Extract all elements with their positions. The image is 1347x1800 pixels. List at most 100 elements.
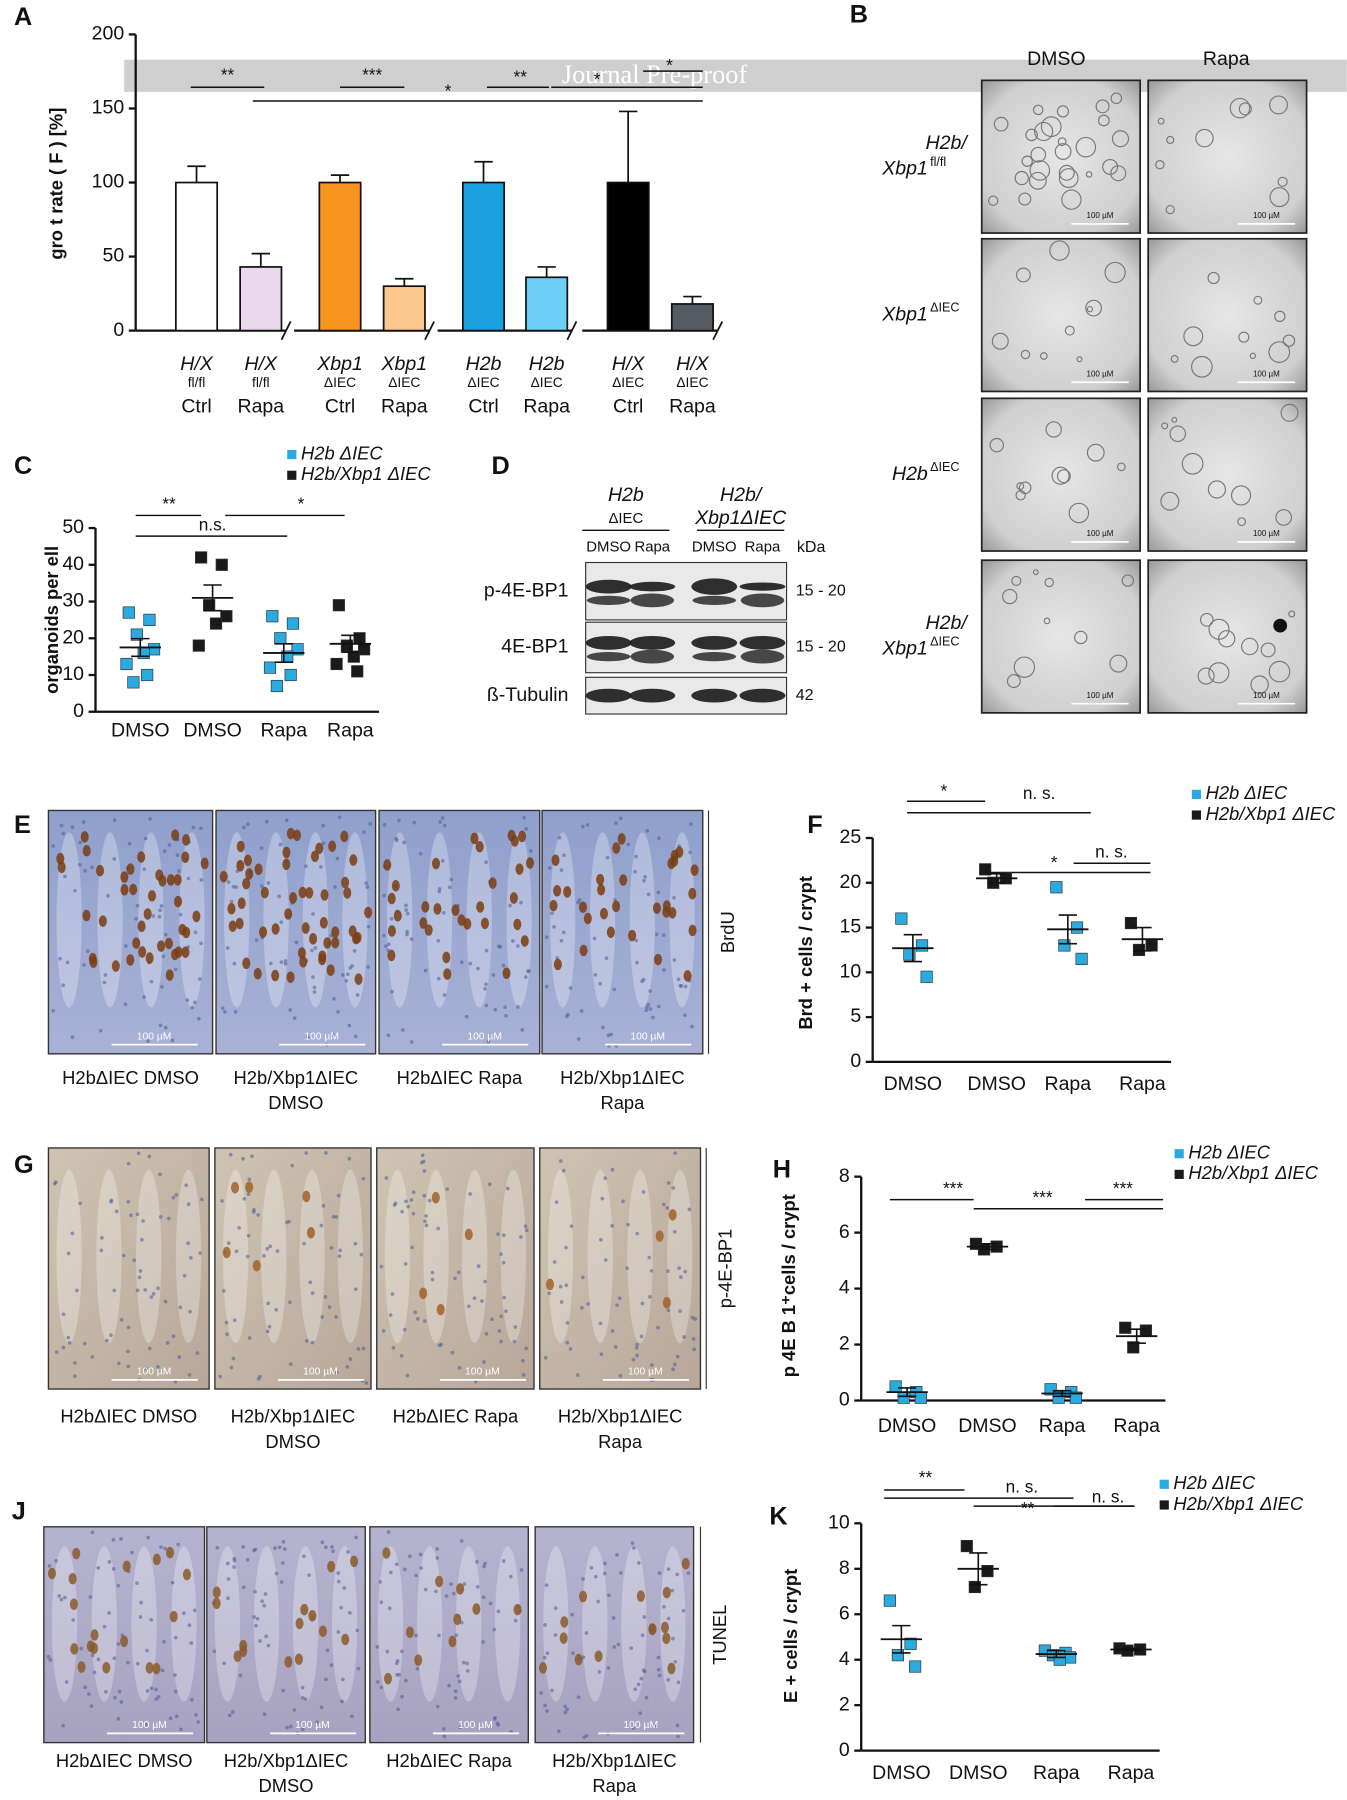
stained-cell: [239, 1645, 248, 1657]
stained-cell: [662, 1632, 671, 1645]
nucleus: [644, 1008, 649, 1013]
nucleus: [147, 1346, 152, 1351]
nucleus: [90, 865, 94, 870]
y-tick-label: 6: [839, 1221, 850, 1243]
nucleus: [691, 1337, 696, 1341]
nucleus: [158, 1023, 163, 1028]
nucleus: [331, 1214, 336, 1219]
nucleus: [336, 1579, 341, 1584]
stained-cell: [414, 1654, 423, 1666]
nucleus: [422, 1319, 427, 1323]
nucleus: [491, 973, 496, 977]
nucleus: [682, 1335, 686, 1339]
stained-cell: [343, 887, 352, 899]
data-point: [1050, 881, 1063, 894]
stained-cell: [90, 1629, 99, 1641]
nucleus: [48, 1658, 53, 1662]
stained-cell: [242, 877, 251, 890]
stained-cell: [282, 846, 291, 859]
stained-cell: [80, 831, 89, 843]
crypt: [51, 1546, 78, 1702]
y-tick-label: 10: [839, 960, 861, 982]
organoid: [1199, 612, 1214, 627]
data-point: [1044, 1383, 1057, 1396]
nucleus: [496, 1232, 500, 1237]
nucleus: [435, 1704, 440, 1709]
nucleus: [386, 1530, 391, 1534]
row-label-sup: ΔIEC: [930, 460, 959, 474]
nucleus: [281, 1539, 286, 1544]
nucleus: [400, 1694, 404, 1699]
stained-cell: [181, 851, 190, 863]
nucleus: [430, 1277, 435, 1282]
nucleus: [193, 1000, 197, 1005]
nucleus: [105, 1338, 109, 1343]
nucleus: [629, 1646, 634, 1650]
organoid: [1076, 356, 1083, 363]
nucleus: [64, 1680, 69, 1684]
nucleus: [450, 1350, 455, 1355]
stained-cell: [387, 949, 396, 962]
significance-label: ***: [362, 64, 382, 84]
significance-label: **: [514, 67, 528, 87]
y-tick-label: 0: [113, 319, 124, 341]
nucleus: [333, 885, 337, 889]
crypt: [494, 1546, 521, 1702]
stained-cell: [259, 926, 268, 938]
y-tick-label: 2: [839, 1693, 850, 1715]
nucleus: [143, 836, 148, 841]
nucleus: [145, 1688, 150, 1693]
nucleus: [51, 1008, 56, 1013]
nucleus: [90, 1355, 95, 1359]
nucleus: [306, 1035, 310, 1040]
nucleus: [215, 1545, 220, 1550]
stained-cell: [236, 840, 245, 853]
nucleus: [264, 819, 269, 824]
organoid: [1058, 168, 1079, 188]
nucleus: [391, 1346, 396, 1350]
nucleus: [149, 979, 154, 984]
organoid: [1056, 105, 1070, 118]
nucleus: [274, 1571, 279, 1576]
nucleus: [436, 938, 441, 943]
nucleus: [107, 1560, 112, 1564]
stain-label: TUNEL: [709, 1605, 730, 1665]
legend-marker: [287, 450, 297, 460]
organoid: [1054, 143, 1072, 160]
nucleus: [585, 822, 590, 827]
nucleus: [54, 1558, 58, 1563]
nucleus: [59, 1597, 64, 1602]
nucleus: [606, 1033, 611, 1038]
nucleus: [487, 1182, 492, 1187]
image-frame: [1147, 79, 1308, 234]
blot-band: [692, 595, 737, 605]
nucleus: [340, 973, 345, 977]
y-tick-label: 8: [839, 1557, 850, 1579]
nucleus: [625, 1266, 629, 1271]
data-point: [1124, 916, 1138, 930]
stained-cell: [583, 912, 592, 925]
organoid: [1238, 102, 1252, 116]
nucleus: [580, 1306, 584, 1310]
nucleus: [666, 1181, 671, 1185]
nucleus: [337, 1254, 342, 1258]
nucleus: [242, 825, 246, 830]
nucleus: [227, 1713, 232, 1718]
nucleus: [238, 1673, 243, 1678]
nucleus: [607, 1593, 611, 1598]
stained-cell: [289, 892, 298, 904]
nucleus: [266, 881, 271, 885]
stained-cell: [502, 967, 511, 980]
stained-cell: [654, 953, 663, 966]
organoid: [1102, 158, 1119, 175]
nucleus: [630, 1541, 635, 1545]
nucleus: [96, 1657, 101, 1662]
nucleus: [565, 1707, 570, 1712]
nucleus: [687, 1207, 692, 1212]
nucleus: [666, 1308, 671, 1313]
nucleus: [354, 1535, 358, 1540]
nucleus: [231, 884, 236, 889]
nucleus: [640, 979, 644, 984]
nucleus: [421, 1159, 426, 1164]
stained-cell: [350, 1555, 359, 1568]
